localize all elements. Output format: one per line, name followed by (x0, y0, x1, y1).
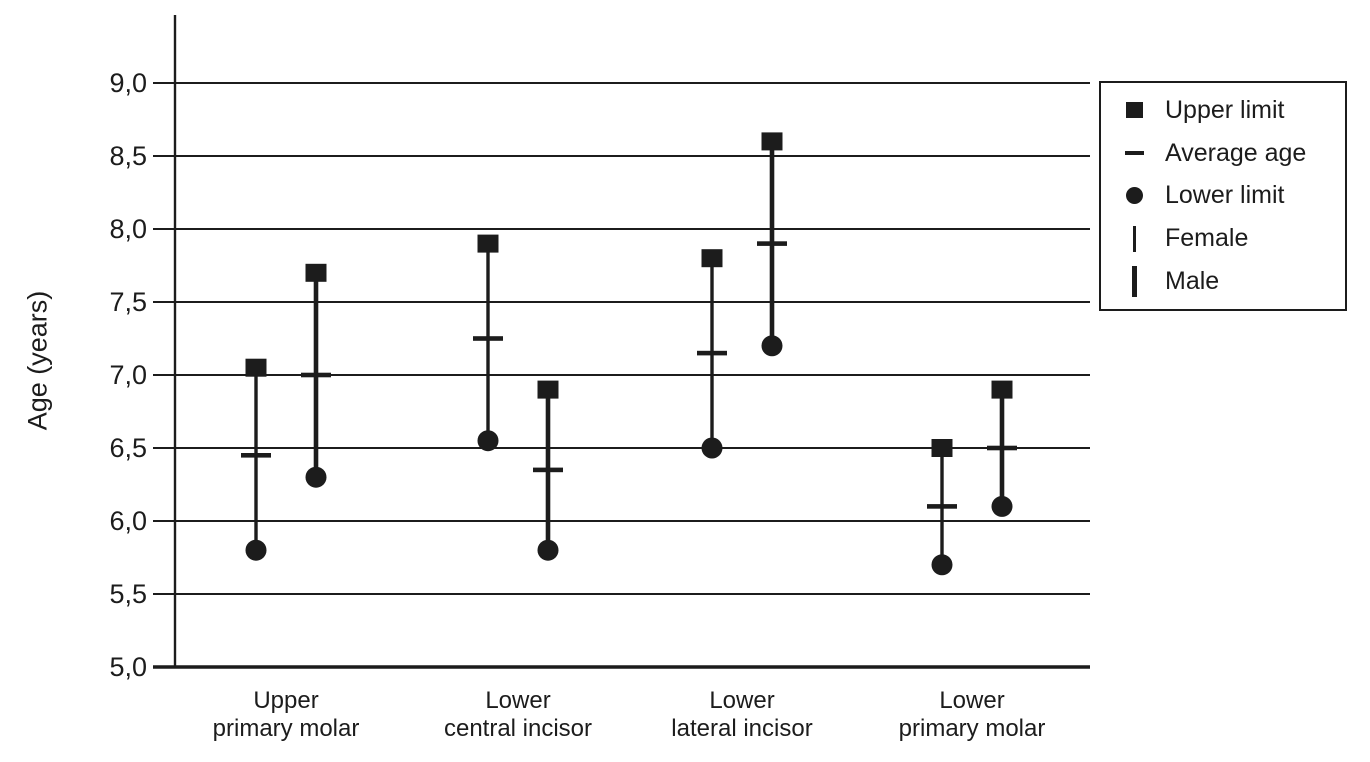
lower-limit-marker (761, 335, 783, 357)
upper-limit-marker (305, 263, 327, 282)
lower-limit-marker (991, 495, 1013, 517)
upper-limit-marker (931, 439, 953, 457)
legend-label: Female (1165, 224, 1249, 253)
y-tick-label: 7,5 (109, 287, 147, 317)
category-label: Upper (253, 687, 318, 714)
average-age-marker (473, 336, 503, 341)
average-age-marker (927, 504, 957, 509)
upper-limit-marker (761, 132, 783, 151)
legend-label: Male (1165, 267, 1220, 296)
category-label: Lower (485, 687, 550, 714)
average-age-marker (241, 453, 271, 458)
upper-limit-marker (537, 380, 559, 399)
lower-limit-circle-icon (1125, 187, 1143, 205)
category-label: primary molar (213, 715, 360, 742)
upper-limit-marker (991, 380, 1013, 399)
y-tick-label: 8,0 (109, 214, 147, 244)
female-line-icon (1132, 225, 1136, 252)
male-line-icon (1131, 266, 1137, 298)
legend-item-average-age: Average age (1101, 133, 1345, 173)
y-tick-label: 9,0 (109, 68, 147, 98)
y-tick-label: 7,0 (109, 360, 147, 390)
upper-limit-marker (245, 358, 267, 377)
y-tick-label: 5,5 (109, 579, 147, 609)
lower-limit-marker (245, 539, 267, 561)
y-tick-label: 8,5 (109, 141, 147, 171)
average-age-dash-icon (1124, 150, 1144, 156)
category-label: central incisor (444, 715, 592, 742)
average-age-marker (301, 372, 331, 378)
y-tick-label: 6,5 (109, 433, 147, 463)
lower-limit-marker (931, 554, 953, 576)
y-tick-label: 6,0 (109, 506, 147, 536)
y-axis-title: Age (years) (18, 240, 58, 480)
category-label: Lower (939, 687, 1004, 714)
lower-limit-marker (477, 430, 499, 452)
legend-label: Average age (1165, 138, 1307, 167)
y-tick-label: 5,0 (109, 652, 147, 682)
legend-item-female: Female (1101, 219, 1345, 259)
legend-label: Lower limit (1165, 181, 1285, 210)
upper-limit-marker (701, 249, 723, 268)
average-age-marker (757, 241, 787, 246)
category-label: lateral incisor (671, 715, 812, 742)
category-label: primary molar (899, 715, 1046, 742)
legend-item-lower-limit: Lower limit (1101, 176, 1345, 216)
legend-item-upper-limit: Upper limit (1101, 90, 1345, 130)
average-age-marker (987, 445, 1017, 451)
legend-item-male: Male (1101, 262, 1345, 302)
category-label: Lower (709, 687, 774, 714)
legend: Upper limit Average age Lower limit Fema… (1099, 81, 1347, 311)
upper-limit-square-icon (1125, 102, 1143, 119)
lower-limit-marker (305, 466, 327, 488)
upper-limit-marker (477, 234, 499, 253)
y-axis-title-text: Age (years) (22, 290, 53, 430)
average-age-marker (697, 350, 727, 356)
average-age-marker (533, 467, 563, 473)
legend-label: Upper limit (1165, 95, 1285, 124)
lower-limit-marker (701, 437, 723, 459)
lower-limit-marker (537, 539, 559, 561)
